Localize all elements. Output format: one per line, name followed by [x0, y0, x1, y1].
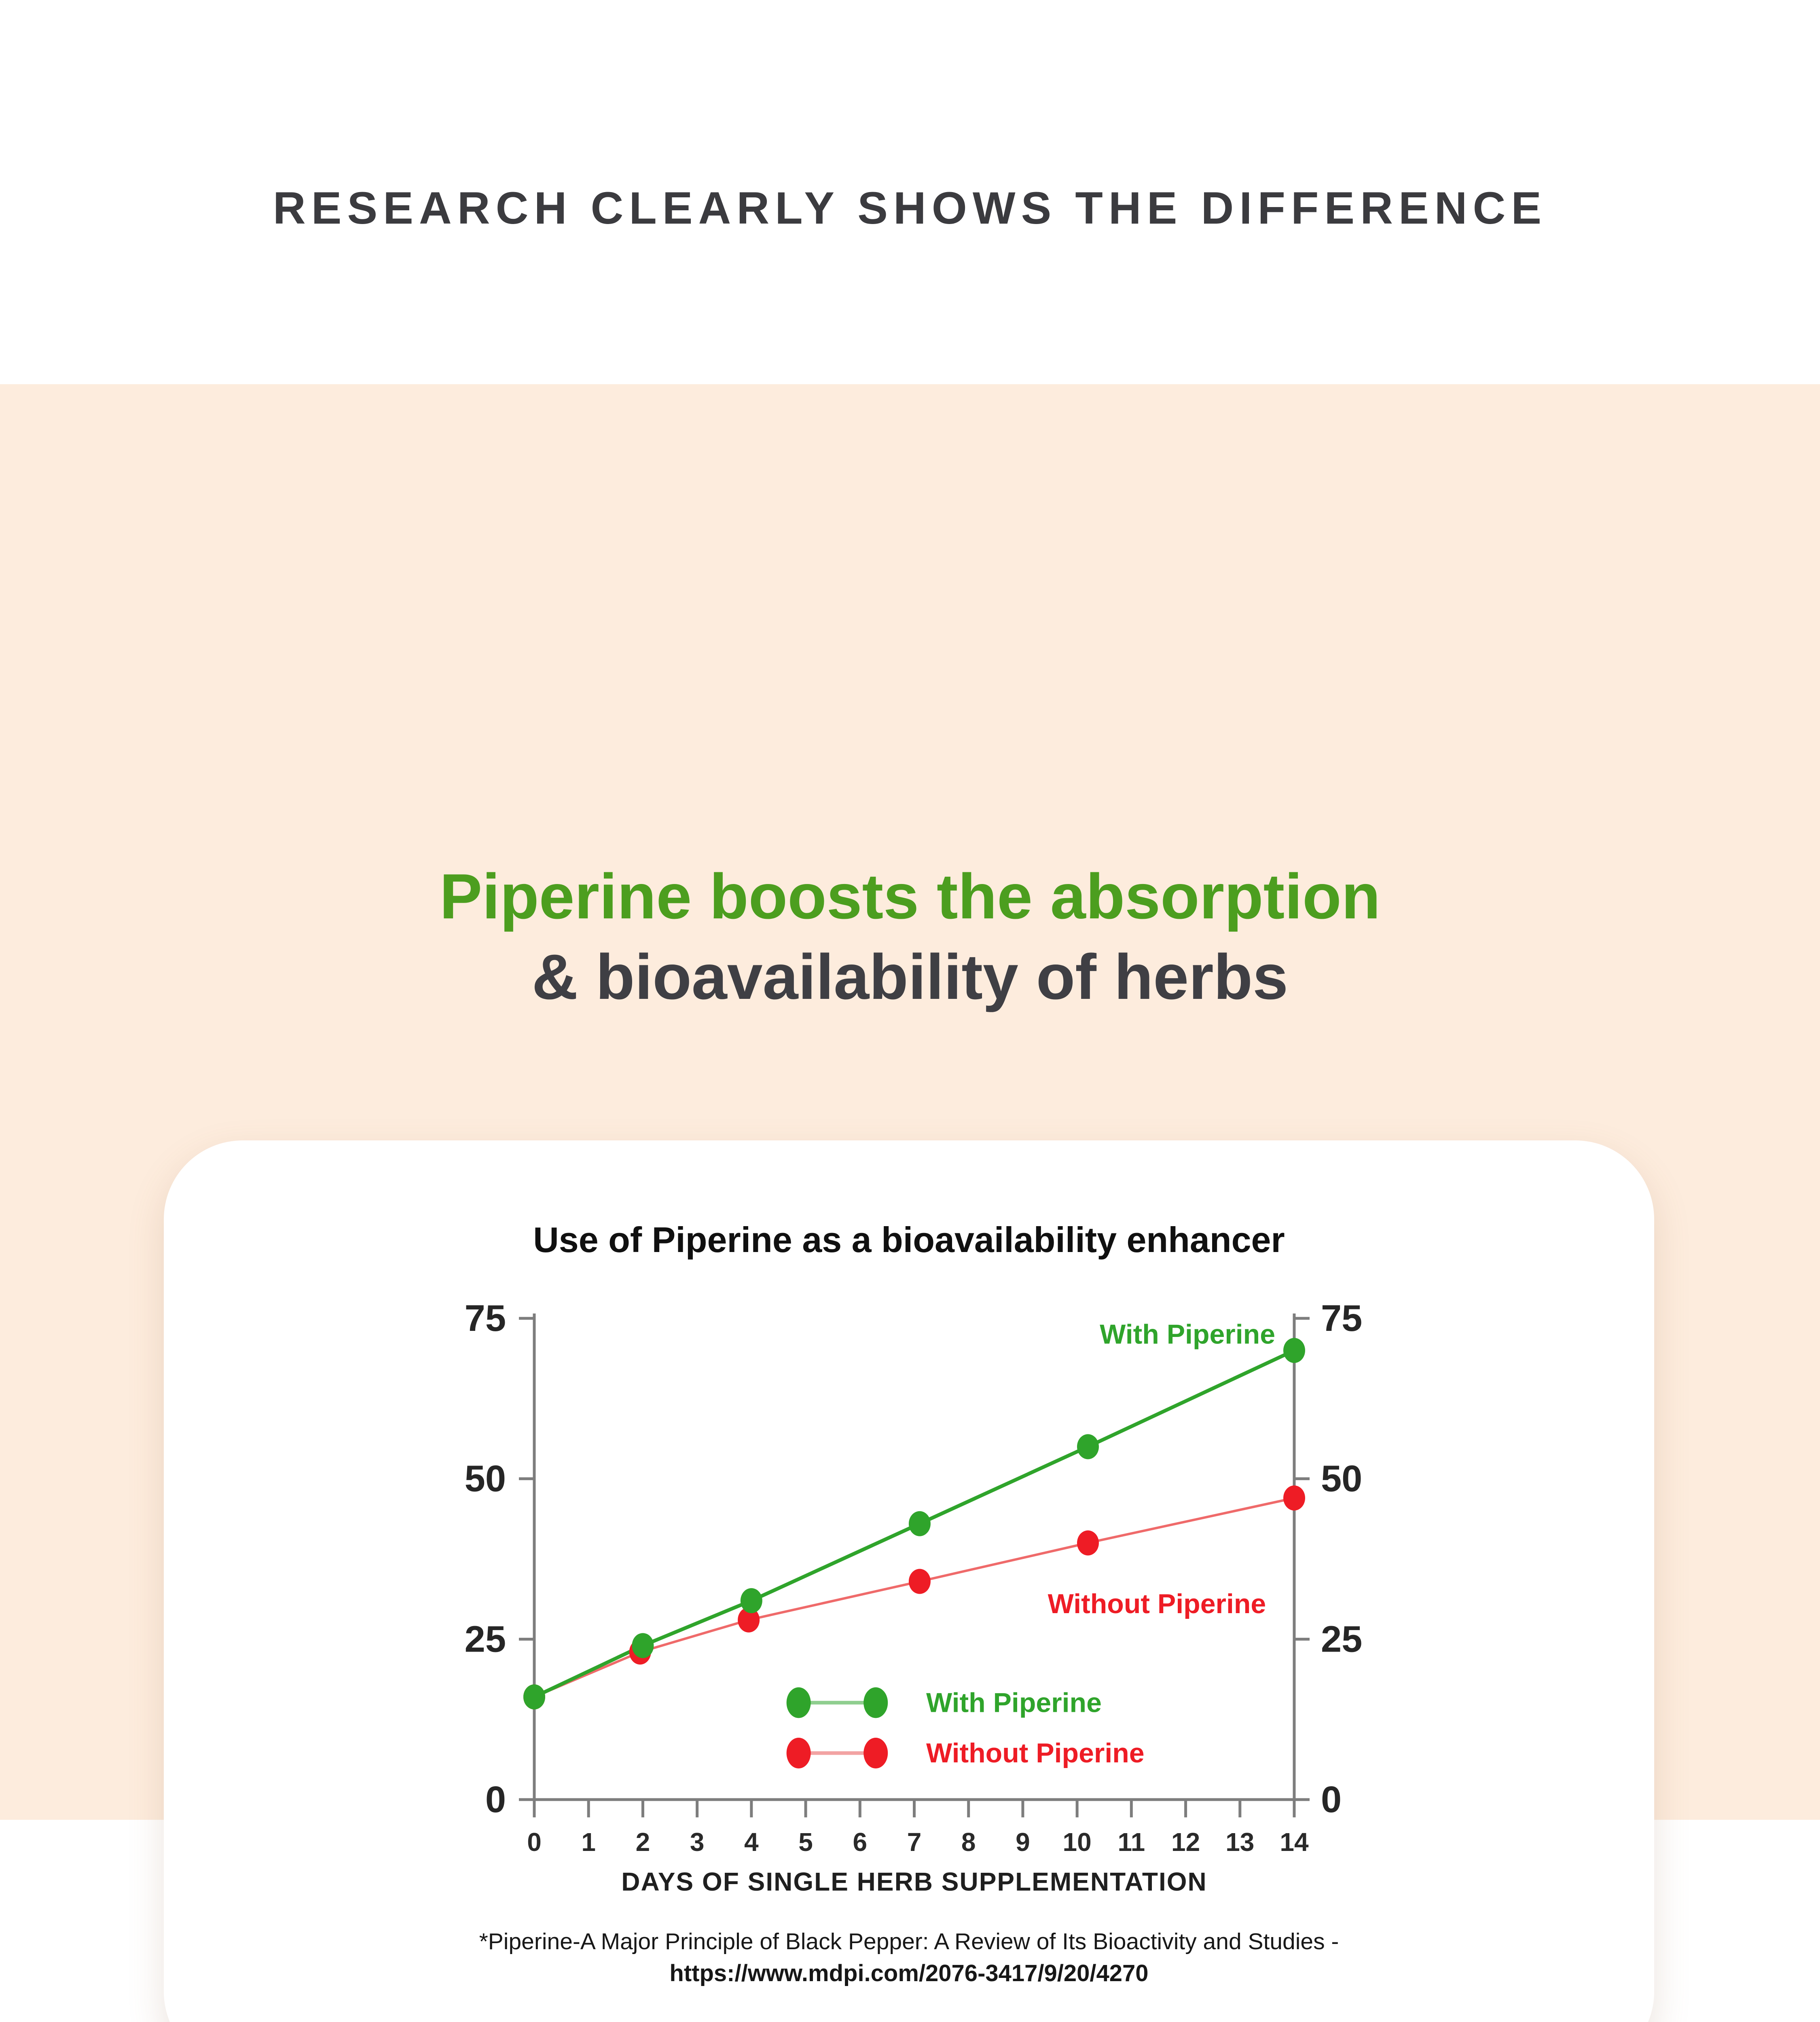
series-markers-with-piperine — [523, 1338, 1305, 1710]
chart-card: Use of Piperine as a bioavailability enh… — [164, 1140, 1654, 2022]
headline-line1: Piperine boosts the absorption — [439, 861, 1381, 932]
y-tick-label-right: 25 — [1321, 1618, 1362, 1660]
x-axis-label: DAYS OF SINGLE HERB SUPPLEMENTATION — [621, 1867, 1207, 1896]
x-tick-label: 7 — [907, 1827, 922, 1857]
headline: Piperine boosts the absorption & bioavai… — [0, 857, 1820, 1017]
y-tick-label-left: 75 — [465, 1298, 506, 1339]
data-point — [740, 1588, 762, 1614]
data-point — [523, 1684, 545, 1710]
citation-text: *Piperine-A Major Principle of Black Pep… — [479, 1929, 1339, 1954]
data-point — [1077, 1530, 1099, 1556]
data-point — [738, 1607, 760, 1633]
x-tick-label: 14 — [1280, 1827, 1309, 1857]
y-tick-label-right: 75 — [1321, 1298, 1362, 1339]
x-tick-label: 12 — [1171, 1827, 1200, 1857]
header-section: RESEARCH CLEARLY SHOWS THE DIFFERENCE — [0, 0, 1820, 384]
x-tick-label: 6 — [853, 1827, 867, 1857]
series-annotation: With Piperine — [1100, 1319, 1275, 1350]
x-tick-label: 4 — [744, 1827, 759, 1857]
x-tick-label: 9 — [1016, 1827, 1030, 1857]
x-tick-label: 13 — [1225, 1827, 1254, 1857]
data-point — [1283, 1338, 1305, 1363]
x-tick-label: 10 — [1063, 1827, 1092, 1857]
legend-label: With Piperine — [926, 1687, 1102, 1718]
peach-section: Piperine boosts the absorption & bioavai… — [0, 384, 1820, 2022]
page-title: RESEARCH CLEARLY SHOWS THE DIFFERENCE — [273, 183, 1547, 233]
x-tick-label: 1 — [581, 1827, 596, 1857]
legend: With Piperine Without Piperine — [786, 1687, 1145, 1768]
x-tick-label: 2 — [636, 1827, 650, 1857]
legend-marker — [786, 1687, 811, 1718]
data-point — [632, 1633, 654, 1658]
y-tick-label-left: 50 — [465, 1458, 506, 1500]
y-tick-label-right: 50 — [1321, 1458, 1362, 1500]
y-tick-label-left: 25 — [465, 1618, 506, 1660]
x-tick-label: 0 — [527, 1827, 542, 1857]
legend-marker — [863, 1687, 888, 1718]
x-tick-label: 3 — [690, 1827, 705, 1857]
x-tick-label: 11 — [1118, 1827, 1145, 1857]
citation-url: https://www.mdpi.com/2076-3417/9/20/4270 — [669, 1960, 1149, 1986]
x-ticks: 0 1 2 3 4 5 6 7 8 9 10 11 12 13 14 — [527, 1800, 1309, 1857]
headline-line2: & bioavailability of herbs — [531, 941, 1289, 1013]
data-point — [1077, 1434, 1099, 1459]
data-point — [908, 1569, 931, 1594]
axes — [533, 1313, 1296, 1801]
x-tick-label: 5 — [798, 1827, 813, 1857]
series-line-without-piperine — [533, 1497, 1295, 1698]
series-annotation: Without Piperine — [1048, 1588, 1266, 1619]
chart-title: Use of Piperine as a bioavailability enh… — [533, 1220, 1285, 1260]
axes-frame — [533, 1313, 1296, 1801]
legend-marker — [863, 1737, 888, 1768]
y-tick-label-right: 0 — [1321, 1779, 1342, 1820]
data-point — [1283, 1485, 1305, 1511]
series-line-with-piperine — [533, 1349, 1295, 1699]
legend-marker — [786, 1737, 811, 1768]
data-point — [908, 1511, 931, 1536]
citation: *Piperine-A Major Principle of Black Pep… — [164, 1928, 1654, 1987]
y-tick-label-left: 0 — [485, 1779, 506, 1820]
legend-label: Without Piperine — [926, 1738, 1145, 1768]
y-ticks: 0 0 25 25 50 50 75 75 — [465, 1298, 1363, 1820]
x-tick-label: 8 — [961, 1827, 976, 1857]
